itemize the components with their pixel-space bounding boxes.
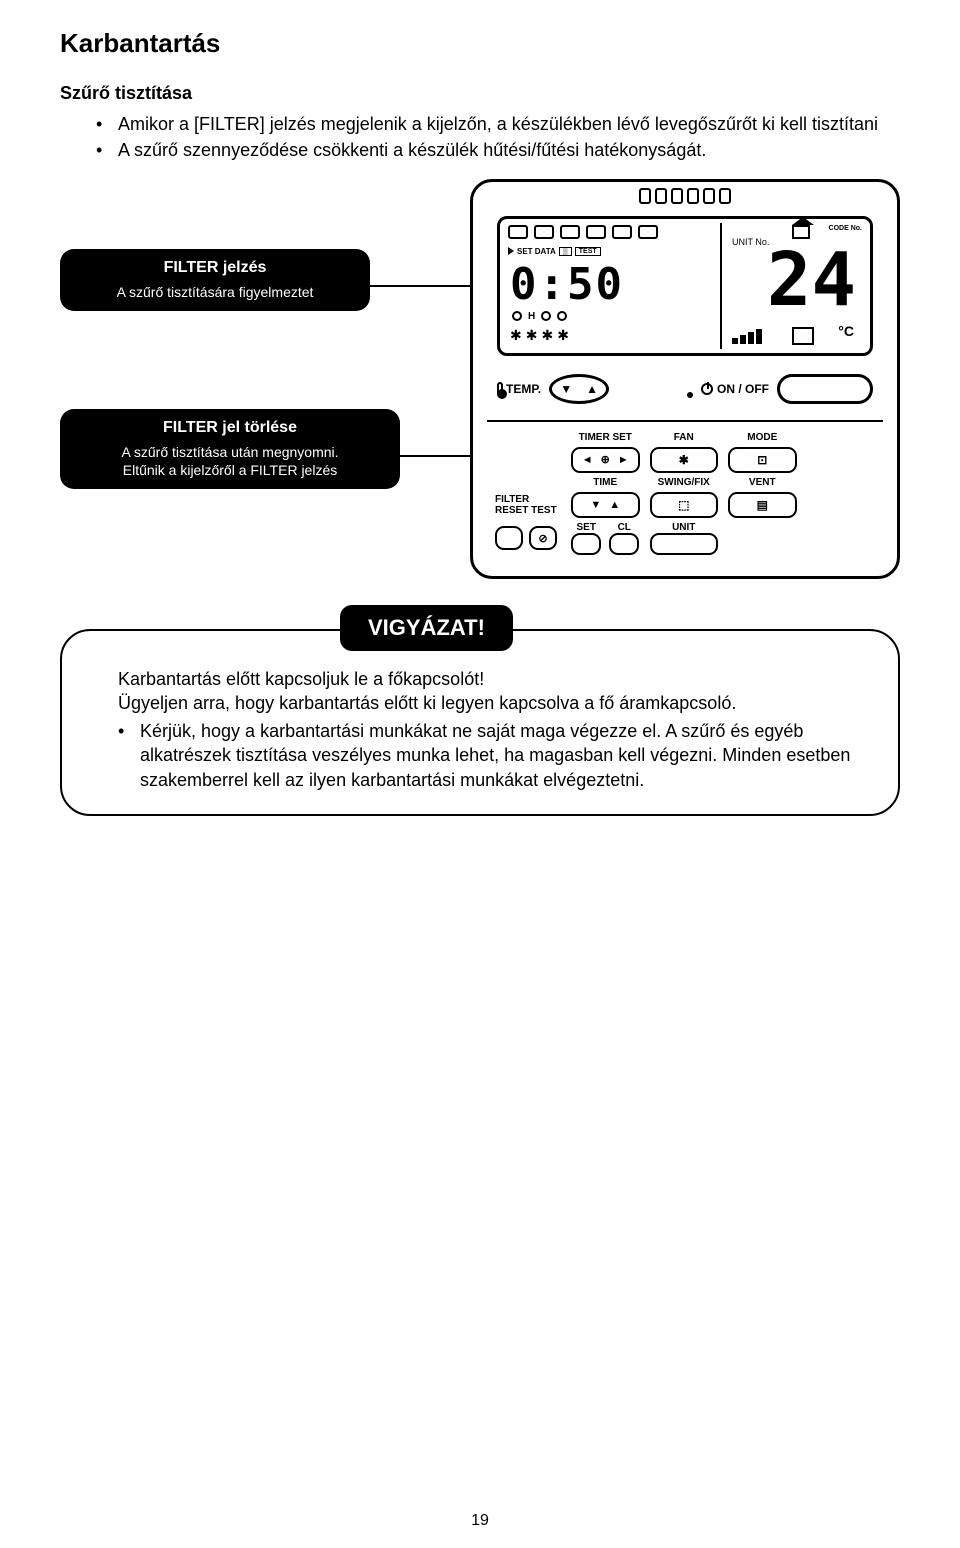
label-unit: UNIT [650, 522, 719, 533]
temp-up-down-button[interactable]: ▼ ▲ [549, 374, 609, 404]
lcd-box-icon: ▒ [559, 247, 572, 256]
vent-slots [639, 188, 731, 204]
circle-icon [541, 311, 551, 321]
lcd-mode-icons [508, 225, 658, 239]
up-arrow-icon: ▲ [586, 382, 598, 396]
label-fan: FAN [650, 432, 719, 443]
mode-button[interactable]: ⊡ [728, 447, 797, 473]
lcd-display: SET DATA ▒ TEST 0:50 H ✱ ✱ ✱ ✱ CODE No. … [497, 216, 873, 356]
lcd-h-label: H [528, 311, 535, 322]
lcd-test-label: TEST [575, 247, 601, 256]
callout-filter-indicator: FILTER jelzés A szűrő tisztítására figye… [60, 249, 370, 311]
lcd-time: 0:50 [510, 259, 624, 310]
fan-icon: ✱ [541, 327, 553, 344]
intro-bullets: Amikor a [FILTER] jelzés megjelenik a ki… [60, 112, 900, 163]
bullet-item: A szűrő szennyeződése csökkenti a készül… [96, 138, 900, 162]
lcd-divider [720, 223, 722, 349]
lcd-setdata-label: SET DATA [517, 247, 556, 256]
label-vent: VENT [728, 477, 797, 488]
clock-icon [512, 311, 522, 321]
fan-icon: ✱ [557, 327, 569, 344]
lcd-celsius: °C [838, 323, 854, 339]
remote-controller: SET DATA ▒ TEST 0:50 H ✱ ✱ ✱ ✱ CODE No. … [470, 179, 900, 579]
set-button[interactable] [571, 533, 601, 555]
label-swingfix: SWING/FIX [650, 477, 719, 488]
label-set: SET [571, 522, 601, 533]
lcd-louver-icon [792, 327, 814, 345]
remote-figure: FILTER jelzés A szűrő tisztítására figye… [60, 179, 900, 599]
label-timer-set: TIMER SET [571, 432, 640, 443]
label-filter-reset: FILTER RESET TEST [495, 494, 561, 516]
warning-bullet: Kérjük, hogy a karbantartási munkákat ne… [118, 719, 870, 792]
page-number: 19 [471, 1512, 489, 1530]
warning-section: VIGYÁZAT! Karbantartás előtt kapcsoljuk … [60, 629, 900, 816]
callout-text: Eltűnik a kijelzőről a FILTER jelzés [76, 461, 384, 479]
fan-icon: ✱ [510, 327, 522, 344]
swing-fix-button[interactable]: ⬚ [650, 492, 719, 518]
mid-button-row: TEMP. ▼ ▲ ON / OFF [497, 368, 873, 410]
label-cl: CL [609, 522, 639, 533]
lcd-setdata-row: SET DATA ▒ TEST [508, 247, 601, 256]
callout-text: A szűrő tisztítására figyelmeztet [76, 283, 354, 301]
lcd-code-label: CODE No. [829, 225, 862, 232]
callout-text: A szűrő tisztítása után megnyomni. [76, 443, 384, 461]
onoff-label: ON / OFF [701, 382, 769, 396]
test-button[interactable]: ⊘ [529, 526, 557, 550]
callout-title: FILTER jel törlése [76, 419, 384, 437]
warning-badge: VIGYÁZAT! [340, 605, 513, 651]
time-button[interactable] [571, 492, 640, 518]
mode-icon: ⊡ [757, 453, 767, 467]
circle-icon [557, 311, 567, 321]
onoff-button[interactable] [777, 374, 873, 404]
lcd-fan-icons: ✱ ✱ ✱ ✱ [510, 327, 569, 344]
divider-line [487, 420, 883, 422]
page-title: Karbantartás [60, 28, 900, 59]
warning-text: Karbantartás előtt kapcsoljuk le a főkap… [90, 667, 870, 691]
temp-control: TEMP. ▼ ▲ [497, 374, 609, 404]
louver-icon: ⬚ [678, 498, 689, 512]
down-arrow-icon: ▼ [560, 382, 572, 396]
warning-box: Karbantartás előtt kapcsoljuk le a főkap… [60, 629, 900, 816]
led-indicator [687, 392, 693, 398]
lower-button-grid: TIMER SET FAN MODE ⊕ ✱ ⊡ TIME SWING/FIX … [495, 432, 875, 555]
lcd-fan-speed-bars [732, 329, 762, 344]
fan-icon: ✱ [679, 453, 689, 467]
timer-set-button[interactable]: ⊕ [571, 447, 640, 473]
clock-icon: ⊕ [601, 453, 610, 466]
bullet-item: Amikor a [FILTER] jelzés megjelenik a ki… [96, 112, 900, 136]
fan-button[interactable]: ✱ [650, 447, 719, 473]
thermometer-icon [497, 382, 503, 396]
filter-reset-button[interactable] [495, 526, 523, 550]
vent-button[interactable]: ▤ [728, 492, 797, 518]
warning-text: Ügyeljen arra, hogy karbantartás előtt k… [90, 691, 870, 715]
lcd-unit-label: UNIT No. [732, 237, 769, 247]
section-subtitle: Szűrő tisztítása [60, 83, 900, 104]
lcd-timer-row: H [512, 311, 567, 322]
callout-filter-reset: FILTER jel törlése A szűrő tisztítása ut… [60, 409, 400, 489]
fan-icon: ✱ [526, 327, 538, 344]
cl-button[interactable] [609, 533, 639, 555]
vent-icon: ▤ [757, 498, 768, 512]
lcd-big-number: 24 [767, 243, 856, 317]
unit-button[interactable] [650, 533, 719, 555]
power-icon [701, 383, 713, 395]
label-mode: MODE [728, 432, 797, 443]
temp-label: TEMP. [497, 382, 541, 396]
callout-title: FILTER jelzés [76, 259, 354, 277]
triangle-icon [508, 247, 514, 255]
label-time: TIME [571, 477, 640, 488]
